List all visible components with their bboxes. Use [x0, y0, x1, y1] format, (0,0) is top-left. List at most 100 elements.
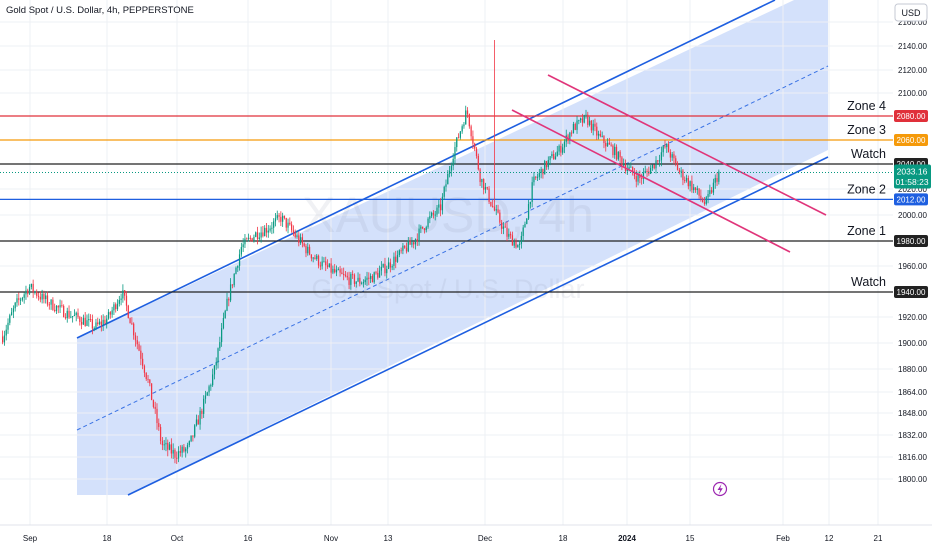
candle-body: [201, 410, 203, 414]
candle-body: [389, 262, 391, 268]
candle-body: [468, 114, 470, 127]
candle-body: [240, 247, 242, 255]
candle-body: [545, 161, 548, 168]
candle-body: [18, 298, 20, 300]
candle-body: [280, 216, 282, 222]
candle-body: [526, 218, 528, 225]
candle-body: [508, 233, 510, 237]
candle-body: [174, 449, 176, 458]
candle-body: [249, 237, 251, 239]
candle-body: [334, 268, 336, 273]
price-tick-label: 1848.00: [898, 409, 927, 418]
candle-body: [186, 445, 189, 449]
candle-body: [260, 232, 262, 238]
candle-body: [247, 237, 250, 239]
candle-body: [337, 269, 339, 271]
candle-body: [637, 174, 639, 182]
candle-body: [373, 272, 375, 283]
candle-body: [150, 383, 153, 401]
candle-body: [571, 132, 573, 134]
time-tick-label: 2024: [618, 534, 636, 543]
candle-body: [425, 227, 427, 231]
candle-body: [378, 270, 381, 278]
candle-body: [206, 392, 208, 396]
price-tick-label: 1920.00: [898, 313, 927, 322]
candle-body: [287, 222, 289, 228]
candle-body: [131, 323, 133, 325]
candle-body: [59, 305, 61, 308]
chart-title: Gold Spot / U.S. Dollar, 4h, PEPPERSTONE: [6, 5, 194, 16]
candle-body: [357, 277, 359, 282]
candle-body: [325, 261, 327, 266]
candle-body: [339, 269, 341, 273]
candle-body: [224, 310, 226, 318]
candle-body: [220, 328, 223, 343]
candle-body: [21, 297, 24, 300]
candle-body: [368, 277, 370, 279]
candle-body: [576, 120, 578, 130]
candle-body: [605, 143, 607, 147]
candle-body: [63, 305, 65, 318]
candle-body: [465, 110, 467, 125]
candle-body: [267, 230, 269, 233]
candle-body: [45, 295, 47, 300]
channel-lower-line[interactable]: [127, 156, 829, 496]
candle-body: [694, 187, 697, 191]
candle-body: [307, 246, 309, 254]
channel-upper-line[interactable]: [76, 0, 776, 339]
candle-body: [344, 274, 347, 276]
candle-body: [147, 378, 149, 380]
candle-body: [79, 317, 81, 322]
candle-body: [138, 344, 140, 351]
candle-body: [382, 263, 384, 267]
candle-body: [588, 120, 591, 125]
candle-body: [422, 226, 424, 229]
candle-body: [246, 238, 248, 240]
candle-body: [30, 283, 32, 288]
candle-body: [603, 135, 605, 144]
candle-body: [597, 133, 600, 136]
price-tick-label: 2020.00: [898, 185, 927, 194]
candle-body: [655, 160, 657, 169]
candle-body: [312, 257, 314, 259]
price-tick-label: 2140.00: [898, 42, 927, 51]
candle-body: [583, 115, 585, 123]
channel-mid-line[interactable]: [76, 65, 829, 431]
candle-body: [23, 294, 25, 298]
candle-body: [185, 448, 187, 452]
price-tick-label: 1832.00: [898, 431, 927, 440]
lightning-icon[interactable]: [712, 481, 728, 497]
candle-body: [289, 222, 291, 225]
candle-body: [290, 224, 293, 231]
candle-body: [359, 277, 361, 284]
candle-body: [502, 226, 505, 229]
candle-body: [520, 235, 523, 244]
level-badge-label: 1980.00: [897, 237, 926, 246]
currency-button[interactable]: USD: [894, 3, 928, 22]
candle-body: [680, 170, 682, 172]
candle-body: [328, 263, 330, 267]
candle-body: [542, 168, 544, 175]
price-axis[interactable]: [893, 0, 932, 525]
candle-body: [9, 315, 11, 323]
candle-body: [445, 184, 447, 187]
candle-body: [61, 305, 63, 307]
candle-body: [579, 118, 582, 121]
candle-body: [95, 322, 97, 328]
wedge-lower-line[interactable]: [511, 109, 791, 253]
candle-body: [536, 176, 539, 178]
candle-body: [497, 209, 499, 213]
level-badge: [894, 286, 928, 298]
candle-body: [16, 298, 18, 303]
candle-body: [438, 204, 440, 208]
wedge-upper-line[interactable]: [547, 74, 827, 216]
candle-body: [177, 451, 180, 459]
candle-body: [632, 166, 634, 173]
candle-body: [700, 195, 702, 199]
candle-body: [321, 261, 323, 267]
candle-body: [664, 146, 666, 148]
current-price-countdown: 01:58:23: [895, 177, 928, 187]
candle-body: [414, 239, 417, 245]
